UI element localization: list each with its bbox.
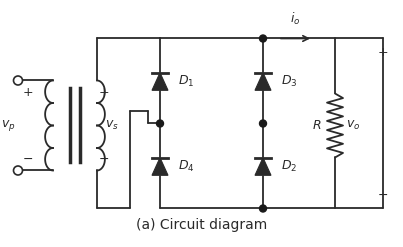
Text: $D_1$: $D_1$ [178, 74, 194, 89]
Text: +: + [99, 86, 109, 99]
Text: $-$: $-$ [23, 152, 33, 165]
Text: (a) Circuit diagram: (a) Circuit diagram [136, 219, 267, 232]
Circle shape [260, 35, 266, 42]
Text: +: + [378, 46, 388, 59]
Text: $R$: $R$ [312, 119, 322, 132]
Text: +: + [23, 86, 33, 99]
Text: $v_o$: $v_o$ [346, 119, 360, 132]
Text: $D_2$: $D_2$ [281, 159, 297, 174]
Text: $-$: $-$ [378, 188, 388, 201]
Polygon shape [255, 73, 271, 90]
Text: $-$: $-$ [98, 152, 110, 165]
Text: $v_s$: $v_s$ [105, 119, 119, 132]
Circle shape [260, 205, 266, 212]
Text: $D_4$: $D_4$ [178, 159, 195, 174]
Polygon shape [255, 158, 271, 175]
Circle shape [260, 120, 266, 127]
Text: $v_p$: $v_p$ [1, 118, 15, 133]
Text: $D_3$: $D_3$ [281, 74, 297, 89]
Polygon shape [152, 73, 168, 90]
Circle shape [156, 120, 164, 127]
Polygon shape [152, 158, 168, 175]
Text: $i_o$: $i_o$ [290, 10, 300, 26]
